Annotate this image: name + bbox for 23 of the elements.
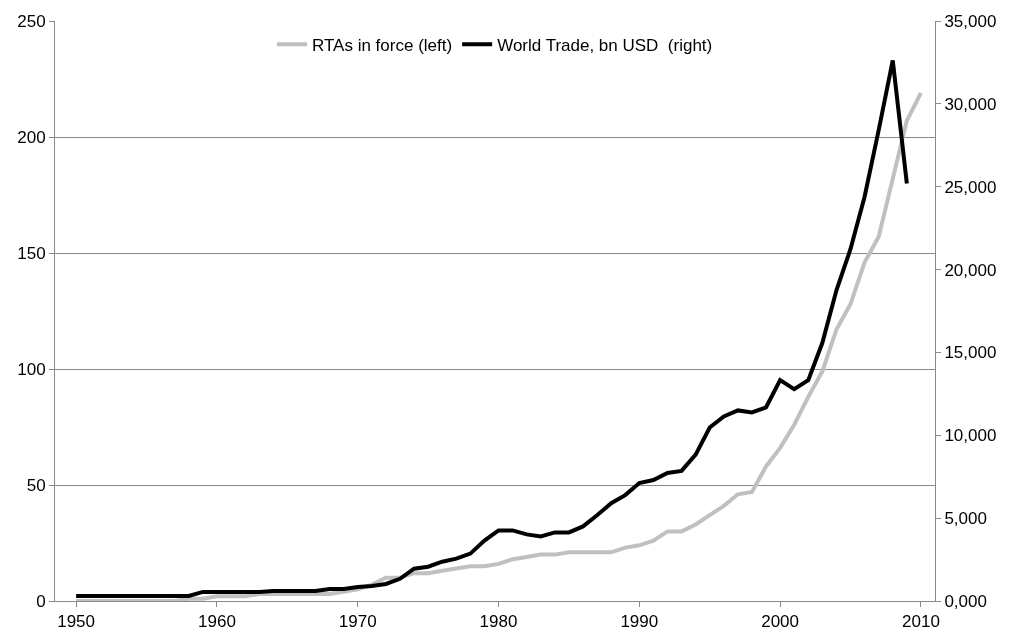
- y2-tick-label: 5,000: [944, 509, 987, 529]
- x-tick-label: 2000: [761, 612, 800, 632]
- x-tick-label: 2010: [902, 612, 940, 632]
- y-tick-label: 200: [17, 127, 46, 147]
- y2-tick-label: 25,000: [944, 177, 997, 197]
- y2-tick-label: 0,000: [944, 591, 987, 611]
- y-tick-label: 0: [36, 591, 46, 611]
- x-tick-label: 1950: [57, 612, 96, 632]
- x-tick-label: 1970: [338, 612, 377, 632]
- y2-tick-label: 10,000: [944, 426, 997, 446]
- y-tick-label: 250: [17, 11, 46, 31]
- y-tick-label: 100: [17, 359, 46, 379]
- legend-label: World Trade, bn USD (right): [497, 35, 713, 55]
- y2-tick-label: 35,000: [944, 11, 997, 31]
- y2-tick-label: 30,000: [944, 94, 997, 114]
- y-tick-label: 150: [17, 243, 46, 263]
- y2-tick-label: 15,000: [944, 343, 997, 363]
- y-tick-label: 50: [26, 475, 46, 495]
- y2-tick-label: 20,000: [944, 260, 997, 280]
- x-tick-label: 1960: [198, 612, 236, 632]
- x-tick-label: 1990: [620, 612, 659, 632]
- legend-label: RTAs in force (left): [312, 35, 453, 55]
- x-tick-label: 1980: [479, 612, 518, 632]
